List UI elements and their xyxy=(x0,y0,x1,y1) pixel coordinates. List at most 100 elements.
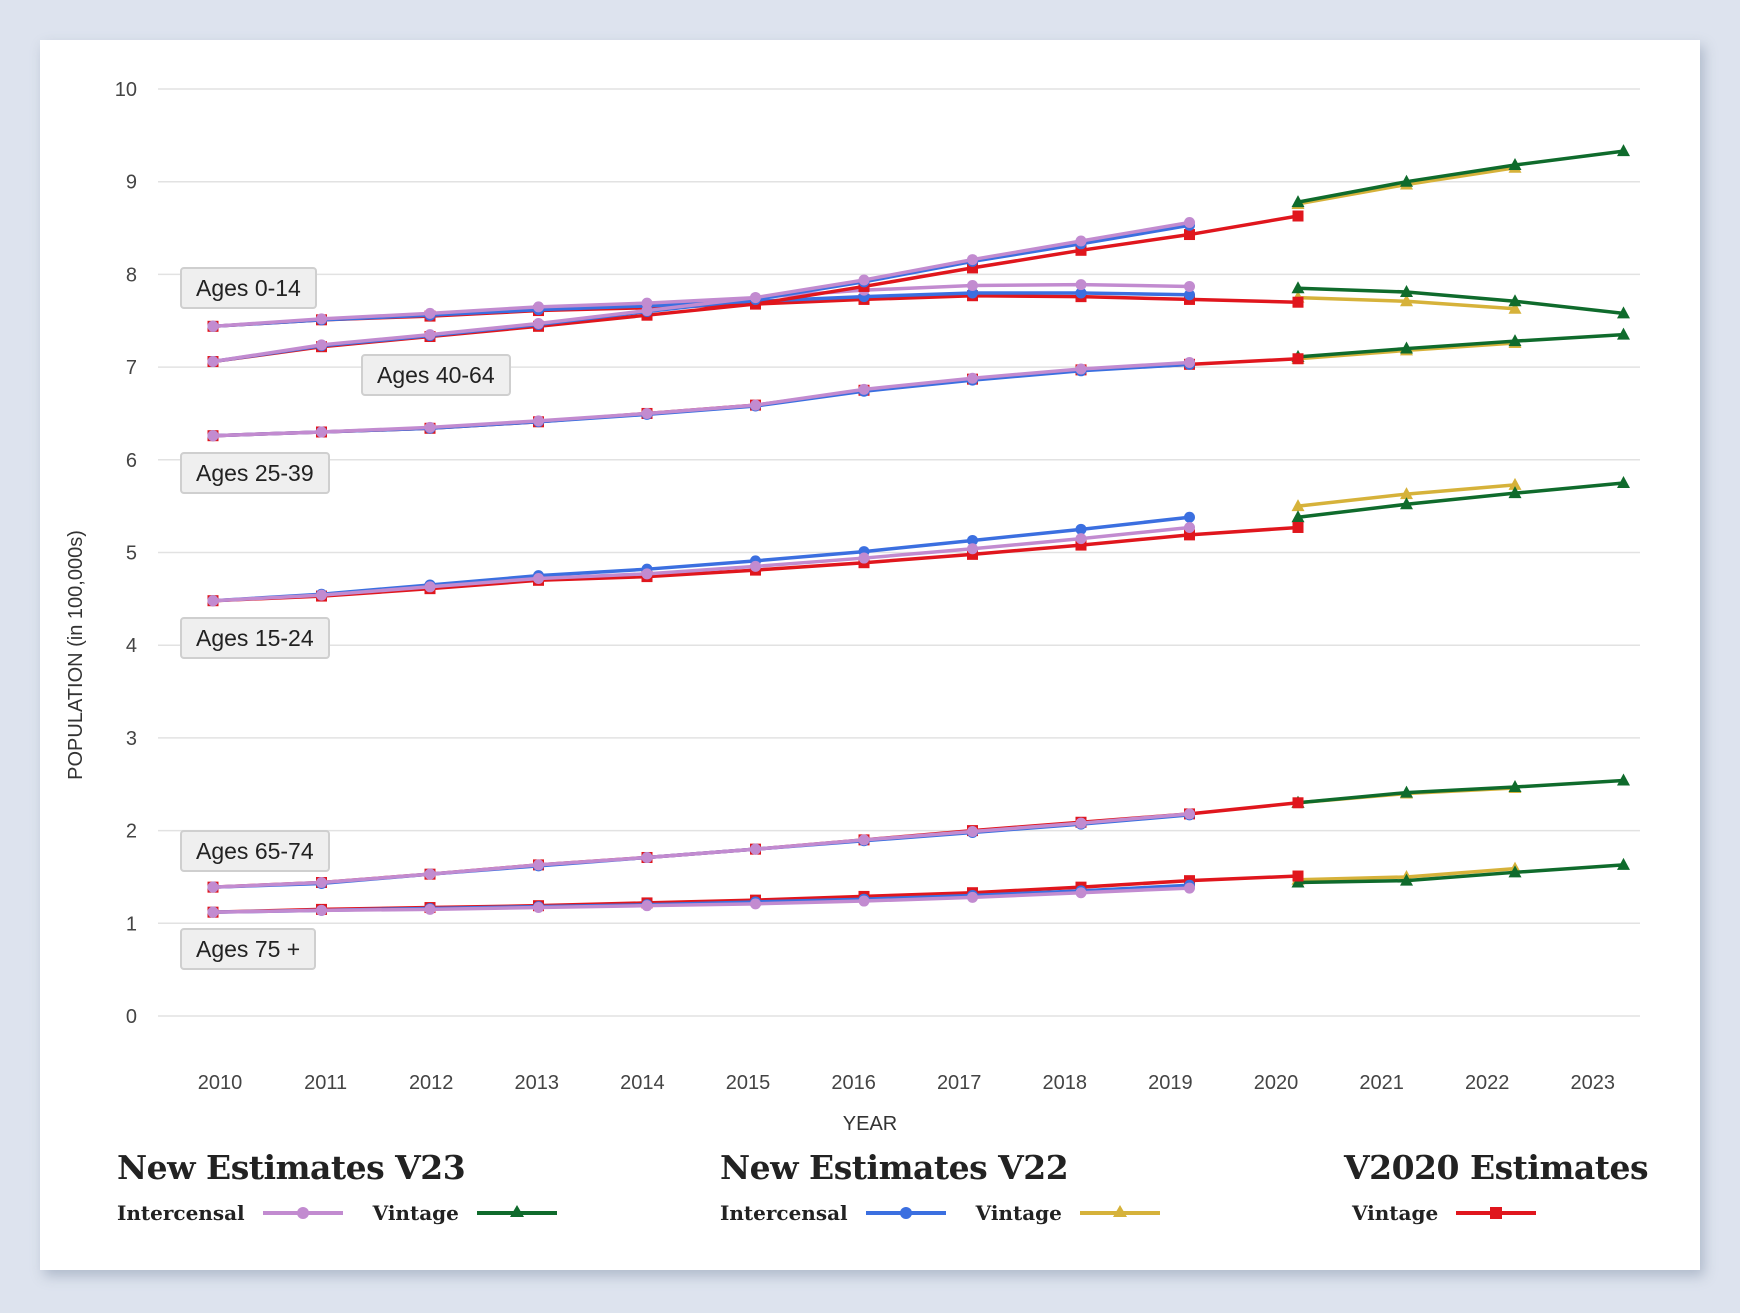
data-point[interactable] xyxy=(1292,210,1304,222)
data-point[interactable] xyxy=(1617,306,1630,319)
data-point[interactable] xyxy=(207,356,219,368)
data-point[interactable] xyxy=(316,589,327,601)
data-point[interactable] xyxy=(1075,279,1087,291)
data-point[interactable] xyxy=(1291,195,1305,208)
data-point[interactable] xyxy=(424,868,436,880)
data-point[interactable] xyxy=(316,339,327,351)
data-point[interactable] xyxy=(967,372,978,384)
data-point[interactable] xyxy=(207,881,219,893)
data-point[interactable] xyxy=(858,895,870,907)
data-point[interactable] xyxy=(1617,773,1630,786)
data-point[interactable] xyxy=(533,301,544,313)
data-point[interactable] xyxy=(1508,301,1522,314)
data-point[interactable] xyxy=(1292,870,1304,882)
data-point[interactable] xyxy=(967,254,978,266)
data-point[interactable] xyxy=(967,543,978,555)
data-point[interactable] xyxy=(1184,356,1195,368)
data-point[interactable] xyxy=(533,415,544,427)
data-point[interactable] xyxy=(1075,363,1087,375)
data-point[interactable] xyxy=(641,305,653,317)
data-point[interactable] xyxy=(967,891,978,903)
data-point[interactable] xyxy=(1400,294,1413,307)
data-point[interactable] xyxy=(207,320,219,332)
data-point[interactable] xyxy=(1617,475,1630,488)
data-point[interactable] xyxy=(858,383,870,395)
data-point[interactable] xyxy=(641,568,653,580)
data-point[interactable] xyxy=(424,581,436,593)
data-point[interactable] xyxy=(967,548,978,560)
data-point[interactable] xyxy=(1075,523,1087,535)
data-point[interactable] xyxy=(533,859,544,871)
data-point[interactable] xyxy=(1508,865,1522,878)
data-point[interactable] xyxy=(1400,487,1413,500)
data-point[interactable] xyxy=(1400,174,1413,187)
data-point[interactable] xyxy=(1292,797,1304,809)
data-point[interactable] xyxy=(1508,334,1522,347)
data-point[interactable] xyxy=(1184,229,1195,241)
data-point[interactable] xyxy=(967,826,978,838)
data-point[interactable] xyxy=(1508,486,1522,499)
data-point[interactable] xyxy=(316,426,327,438)
data-point[interactable] xyxy=(533,572,544,584)
data-point[interactable] xyxy=(1400,497,1413,510)
data-point[interactable] xyxy=(533,902,544,914)
data-point[interactable] xyxy=(1400,341,1413,354)
data-point[interactable] xyxy=(858,834,870,846)
data-point[interactable] xyxy=(1075,887,1087,899)
data-point[interactable] xyxy=(1075,287,1087,299)
data-point[interactable] xyxy=(207,906,219,918)
data-point[interactable] xyxy=(1075,539,1087,551)
data-point[interactable] xyxy=(1508,780,1522,793)
data-point[interactable] xyxy=(1400,785,1413,798)
data-point[interactable] xyxy=(1292,521,1304,533)
data-point[interactable] xyxy=(1508,294,1522,307)
data-point[interactable] xyxy=(750,898,761,910)
data-point[interactable] xyxy=(1617,327,1630,340)
data-point[interactable] xyxy=(1291,499,1305,512)
data-point[interactable] xyxy=(1400,285,1413,298)
data-point[interactable] xyxy=(1292,353,1304,365)
data-point[interactable] xyxy=(1617,857,1630,870)
data-point[interactable] xyxy=(1184,529,1195,541)
data-point[interactable] xyxy=(641,851,653,863)
data-point[interactable] xyxy=(750,399,761,411)
data-point[interactable] xyxy=(967,262,978,274)
data-point[interactable] xyxy=(858,552,870,564)
data-point[interactable] xyxy=(858,274,870,286)
data-point[interactable] xyxy=(533,318,544,330)
data-point[interactable] xyxy=(1075,533,1087,545)
data-point[interactable] xyxy=(316,313,327,325)
data-point[interactable] xyxy=(967,534,978,546)
data-point[interactable] xyxy=(424,329,436,341)
data-point[interactable] xyxy=(1184,216,1195,228)
data-point[interactable] xyxy=(1184,511,1195,523)
data-point[interactable] xyxy=(750,843,761,855)
data-point[interactable] xyxy=(424,903,436,915)
data-point[interactable] xyxy=(1291,281,1305,294)
data-point[interactable] xyxy=(1508,158,1522,171)
data-point[interactable] xyxy=(641,407,653,419)
data-point[interactable] xyxy=(424,421,436,433)
data-point[interactable] xyxy=(1184,280,1195,292)
data-point[interactable] xyxy=(207,430,219,442)
data-point[interactable] xyxy=(1075,244,1087,256)
data-point[interactable] xyxy=(1184,521,1195,533)
data-point[interactable] xyxy=(424,307,436,319)
data-point[interactable] xyxy=(641,900,653,912)
data-point[interactable] xyxy=(316,904,327,916)
data-point[interactable] xyxy=(1184,808,1195,820)
data-point[interactable] xyxy=(750,560,761,572)
data-point[interactable] xyxy=(1291,510,1305,523)
data-point[interactable] xyxy=(1075,235,1087,247)
data-point[interactable] xyxy=(1400,873,1413,886)
data-point[interactable] xyxy=(1617,144,1630,157)
data-point[interactable] xyxy=(316,877,327,889)
data-point[interactable] xyxy=(967,280,978,292)
data-point[interactable] xyxy=(1292,296,1304,308)
data-point[interactable] xyxy=(1075,817,1087,829)
data-point[interactable] xyxy=(1508,477,1522,490)
data-point[interactable] xyxy=(207,595,219,607)
data-point[interactable] xyxy=(1184,289,1195,301)
data-point[interactable] xyxy=(750,292,761,304)
data-point[interactable] xyxy=(1184,882,1195,894)
